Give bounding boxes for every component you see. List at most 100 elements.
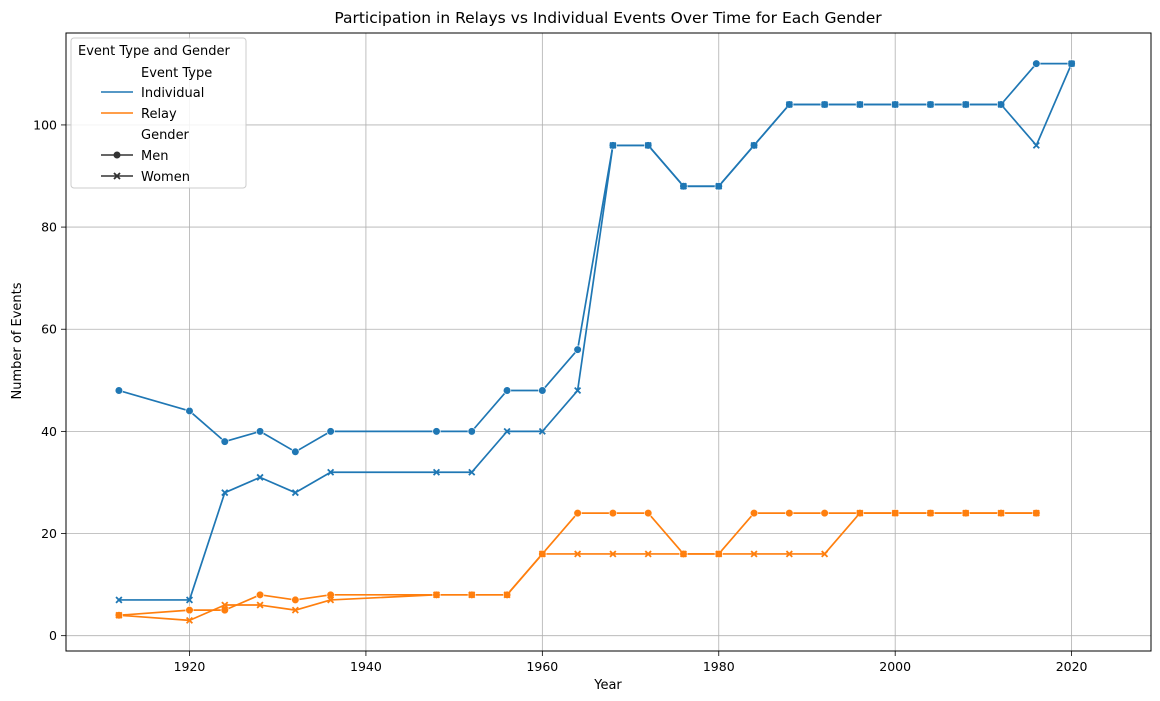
data-point-individual-women <box>609 141 617 149</box>
x-axis-label: Year <box>593 678 622 693</box>
data-point-individual-men <box>220 437 229 446</box>
data-point-relay-women <box>538 550 546 558</box>
data-point-relay-men <box>185 606 194 615</box>
data-point-individual-men <box>255 427 265 436</box>
data-point-relay-women <box>644 550 652 558</box>
series-line-relay-men <box>118 512 1037 617</box>
data-point-relay-men <box>255 590 265 599</box>
data-point-individual-women <box>327 468 335 476</box>
data-point-relay-women <box>327 596 335 604</box>
data-point-relay-women <box>291 606 299 614</box>
data-point-relay-women <box>891 509 899 517</box>
y-tick-label: 100 <box>33 117 57 132</box>
legend-style-title: Gender <box>141 128 190 143</box>
y-tick-label: 0 <box>49 628 57 643</box>
legend-relay-label: Relay <box>141 107 177 122</box>
data-point-individual-women <box>1032 141 1040 149</box>
legend-men-label: Men <box>141 149 168 164</box>
data-point-individual-men <box>432 427 441 436</box>
data-point-relay-women <box>185 616 194 624</box>
data-point-relay-men <box>644 508 653 518</box>
data-point-individual-women <box>115 596 123 604</box>
chart-title: Participation in Relays vs Individual Ev… <box>334 9 882 27</box>
data-point-individual-men <box>291 447 300 456</box>
data-point-relay-women <box>115 611 123 619</box>
data-point-individual-women <box>503 427 511 435</box>
data-point-relay-women <box>997 509 1005 517</box>
y-tick-label: 20 <box>41 526 57 541</box>
data-point-individual-women <box>432 468 441 476</box>
x-tick-label: 1940 <box>350 659 382 674</box>
data-point-relay-women <box>256 601 264 609</box>
data-point-individual-men <box>114 386 124 395</box>
series-line-individual-men <box>118 62 1072 453</box>
data-point-individual-men <box>573 345 582 354</box>
legend-individual-label: Individual <box>141 86 204 101</box>
data-point-relay-women <box>679 550 688 558</box>
data-point-individual-women <box>821 100 829 109</box>
grid-lines <box>66 33 1151 651</box>
data-point-individual-men <box>467 427 476 436</box>
x-axis-ticks: 1920 1940 1960 1980 2000 2020 <box>174 651 1088 674</box>
data-point-individual-women <box>997 100 1005 109</box>
data-point-relay-men <box>749 508 759 518</box>
data-point-relay-men <box>820 508 829 518</box>
x-tick-label: 2000 <box>879 659 911 674</box>
data-point-individual-men <box>326 427 335 436</box>
data-point-individual-women <box>185 596 194 604</box>
data-point-relay-women <box>785 550 793 558</box>
data-point-individual-women <box>256 473 264 481</box>
data-point-relay-women <box>221 601 229 609</box>
x-tick-label: 1920 <box>174 659 206 674</box>
data-point-individual-women <box>856 100 864 109</box>
data-point-individual-women <box>891 100 899 109</box>
data-point-individual-women <box>679 182 688 190</box>
legend-women-x-marker <box>113 172 121 180</box>
data-point-relay-women <box>1032 509 1040 517</box>
y-tick-label: 60 <box>41 322 57 337</box>
data-point-individual-men <box>185 406 194 416</box>
data-point-relay-women <box>503 591 511 599</box>
data-point-individual-women <box>750 141 758 149</box>
plot-frame <box>65 32 1152 652</box>
data-point-individual-women <box>291 489 299 497</box>
y-axis-label: Number of Events <box>10 282 25 399</box>
data-point-individual-women <box>962 100 970 109</box>
x-tick-label: 1960 <box>526 659 558 674</box>
data-point-individual-women <box>1068 60 1076 68</box>
data-point-relay-women <box>609 550 617 558</box>
data-point-relay-women <box>962 509 970 517</box>
data-point-relay-men <box>608 508 618 518</box>
data-point-individual-women <box>574 386 582 395</box>
y-axis-ticks: 0 20 40 60 80 100 <box>33 117 66 643</box>
data-point-individual-women <box>644 141 652 149</box>
data-point-relay-women <box>926 509 935 517</box>
legend-women-label: Women <box>141 170 190 185</box>
legend-box <box>70 37 247 189</box>
data-point-relay-women <box>821 550 829 558</box>
series-markers <box>114 59 1076 624</box>
legend-hue-title: Event Type <box>141 66 212 81</box>
series-lines <box>118 62 1073 622</box>
data-point-relay-women <box>856 509 864 517</box>
series-line-individual-women <box>118 63 1073 601</box>
legend-title: Event Type and Gender <box>78 44 231 59</box>
x-tick-label: 1980 <box>703 659 735 674</box>
data-point-individual-men <box>538 386 547 395</box>
data-point-individual-women <box>926 100 935 109</box>
data-point-relay-men <box>220 606 229 615</box>
data-point-relay-women <box>574 550 582 558</box>
y-tick-label: 80 <box>41 220 57 235</box>
data-point-relay-women <box>715 550 723 558</box>
data-point-individual-men <box>1032 59 1041 68</box>
y-tick-label: 40 <box>41 424 57 439</box>
data-point-relay-men <box>326 590 335 599</box>
data-point-relay-women <box>750 550 758 558</box>
data-point-relay-women <box>468 591 476 599</box>
data-point-individual-women <box>785 100 793 109</box>
data-point-individual-women <box>468 468 476 476</box>
data-point-relay-men <box>785 508 794 518</box>
data-point-individual-women <box>538 427 546 435</box>
data-point-individual-women <box>221 489 229 497</box>
